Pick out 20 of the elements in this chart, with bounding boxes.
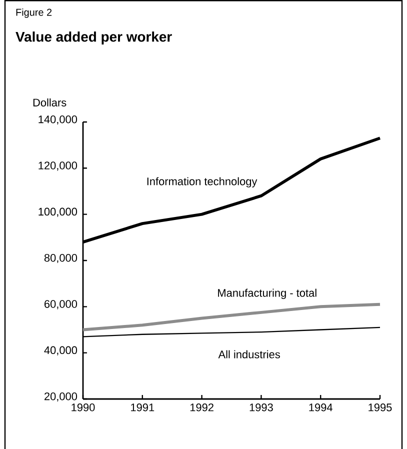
- y-axis-title: Dollars: [33, 98, 66, 106]
- caption: Figure 2: [16, 8, 52, 18]
- chart-title: Value added per worker: [16, 32, 172, 45]
- y-tick-label: 20,000: [44, 392, 78, 402]
- series-label: Information technology: [147, 177, 258, 188]
- x-tick-label: 1993: [250, 404, 273, 412]
- series-label: All industries: [218, 350, 280, 358]
- y-tick-label: 120,000: [38, 162, 78, 171]
- y-tick-label: 60,000: [44, 300, 78, 310]
- x-tick-label: 1995: [368, 404, 392, 412]
- line-series: [82, 302, 382, 332]
- x-tick-label: 1994: [309, 404, 332, 412]
- series-label: Manufacturing - total: [218, 288, 316, 299]
- y-tick-label: 80,000: [44, 254, 78, 264]
- x-tick-label: 1992: [190, 404, 214, 412]
- y-tick-label: 140,000: [38, 115, 78, 125]
- x-tick-label: 1991: [131, 404, 154, 412]
- x-tick-label: 1990: [72, 404, 95, 412]
- y-tick-label: 40,000: [44, 346, 78, 356]
- y-tick-label: 100,000: [38, 208, 78, 217]
